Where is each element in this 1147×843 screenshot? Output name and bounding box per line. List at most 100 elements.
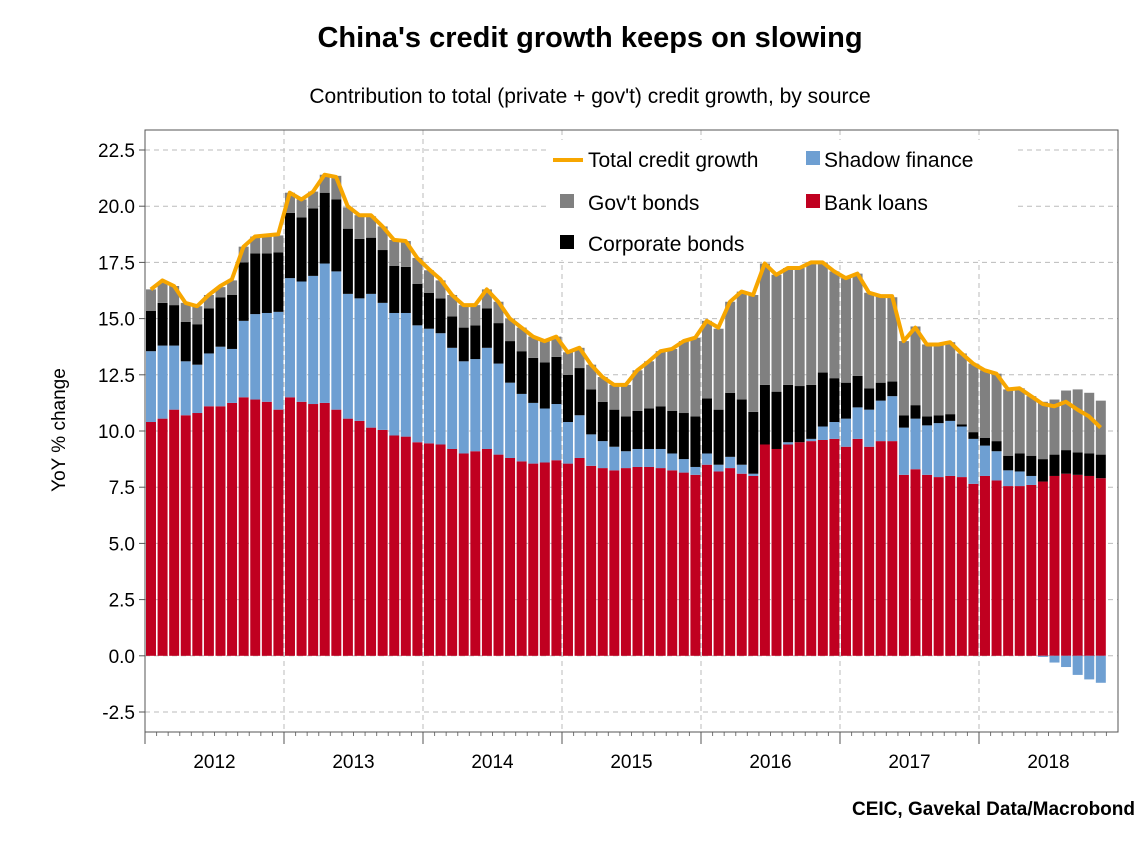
bar-govt-bonds [760, 264, 770, 385]
y-tick-label: 7.5 [109, 478, 135, 499]
bar-corporate-bonds [1084, 453, 1094, 475]
x-tick-label: 2016 [749, 752, 791, 773]
bar-govt-bonds [158, 283, 168, 303]
bar-bank-loans [818, 440, 828, 656]
bar-shadow-finance [841, 419, 851, 447]
x-tick-label: 2012 [193, 752, 235, 773]
bar-shadow-finance [887, 396, 897, 441]
bar-bank-loans [470, 451, 480, 656]
bar-bank-loans [806, 441, 816, 656]
bar-shadow-finance [551, 404, 561, 460]
bar-corporate-bonds [945, 414, 955, 421]
bar-shadow-finance [285, 278, 295, 397]
bar-corporate-bonds [621, 416, 631, 451]
bar-shadow-finance [192, 365, 202, 413]
bar-corporate-bonds [262, 253, 272, 313]
bar-corporate-bonds [980, 438, 990, 446]
bar-bank-loans [829, 439, 839, 656]
legend-label-shadow: Shadow finance [824, 149, 973, 172]
bar-corporate-bonds [355, 239, 365, 299]
bar-govt-bonds [980, 370, 990, 437]
legend-label-bank: Bank loans [824, 192, 928, 215]
bar-corporate-bonds [412, 284, 422, 326]
bar-bank-loans [181, 415, 191, 656]
bar-shadow-finance [308, 276, 318, 404]
bar-shadow-finance [598, 441, 608, 468]
bar-bank-loans [609, 470, 619, 655]
bar-corporate-bonds [285, 213, 295, 278]
bar-shadow-finance [818, 427, 828, 440]
bar-govt-bonds [656, 351, 666, 406]
bar-shadow-finance [644, 449, 654, 467]
bar-shadow-finance [621, 451, 631, 468]
bar-bank-loans [911, 469, 921, 656]
x-tick-label: 2017 [888, 752, 930, 773]
bar-corporate-bonds [783, 385, 793, 442]
bar-corporate-bonds [204, 308, 214, 353]
bar-bank-loans [690, 475, 700, 656]
bar-govt-bonds [690, 338, 700, 417]
bar-shadow-finance [158, 346, 168, 419]
bar-govt-bonds [725, 302, 735, 393]
bar-govt-bonds [609, 385, 619, 410]
x-tick-label: 2014 [471, 752, 514, 773]
x-tick-label: 2018 [1027, 752, 1069, 773]
bar-corporate-bonds [1096, 455, 1106, 479]
bar-bank-loans [308, 404, 318, 656]
bar-bank-loans [424, 443, 434, 655]
legend-label-total: Total credit growth [588, 149, 758, 172]
bar-bank-loans [459, 453, 469, 655]
bar-bank-loans [1015, 486, 1025, 656]
bar-corporate-bonds [957, 424, 967, 426]
bar-bank-loans [494, 455, 504, 656]
bar-bank-loans [702, 465, 712, 656]
bar-bank-loans [285, 397, 295, 656]
bar-govt-bonds [772, 275, 782, 392]
bar-govt-bonds [992, 374, 1002, 441]
bar-corporate-bonds [401, 267, 411, 313]
bar-corporate-bonds [864, 388, 874, 409]
bar-corporate-bonds [1061, 450, 1071, 474]
bar-corporate-bonds [598, 402, 608, 441]
bar-corporate-bonds [343, 229, 353, 294]
bar-govt-bonds [389, 240, 399, 266]
bar-bank-loans [528, 464, 538, 656]
bar-bank-loans [633, 467, 643, 656]
bar-shadow-finance [424, 329, 434, 444]
bar-shadow-finance [1015, 471, 1025, 486]
bar-bank-loans [876, 441, 886, 656]
bar-shadow-finance [806, 439, 816, 441]
bar-shadow-finance [1038, 656, 1048, 657]
bar-govt-bonds [1061, 391, 1071, 451]
bar-corporate-bonds [748, 412, 758, 474]
bar-govt-bonds [864, 293, 874, 389]
bar-govt-bonds [1084, 393, 1094, 454]
bar-govt-bonds [470, 305, 480, 325]
bar-govt-bonds [644, 361, 654, 408]
bar-shadow-finance [389, 313, 399, 436]
y-tick-label: 20.0 [98, 197, 135, 218]
bar-govt-bonds [262, 237, 272, 254]
bar-govt-bonds [829, 271, 839, 378]
bar-corporate-bonds [540, 362, 550, 408]
bar-shadow-finance [216, 347, 226, 407]
bar-bank-loans [575, 458, 585, 656]
bar-bank-loans [378, 430, 388, 656]
bar-bank-loans [968, 484, 978, 656]
bar-bank-loans [1050, 476, 1060, 656]
bar-shadow-finance [737, 465, 747, 474]
bar-shadow-finance [702, 453, 712, 464]
legend-swatch-shadow [806, 151, 820, 165]
bar-shadow-finance [563, 422, 573, 464]
bar-corporate-bonds [644, 409, 654, 449]
bar-bank-loans [192, 413, 202, 656]
bar-bank-loans [1061, 474, 1071, 656]
bar-corporate-bonds [551, 357, 561, 404]
bar-corporate-bonds [714, 410, 724, 465]
bar-bank-loans [505, 458, 515, 656]
bar-bank-loans [598, 468, 608, 656]
bar-corporate-bonds [297, 217, 307, 281]
bar-govt-bonds [702, 321, 712, 399]
y-tick-label: 5.0 [109, 534, 135, 555]
bar-bank-loans [227, 403, 237, 656]
